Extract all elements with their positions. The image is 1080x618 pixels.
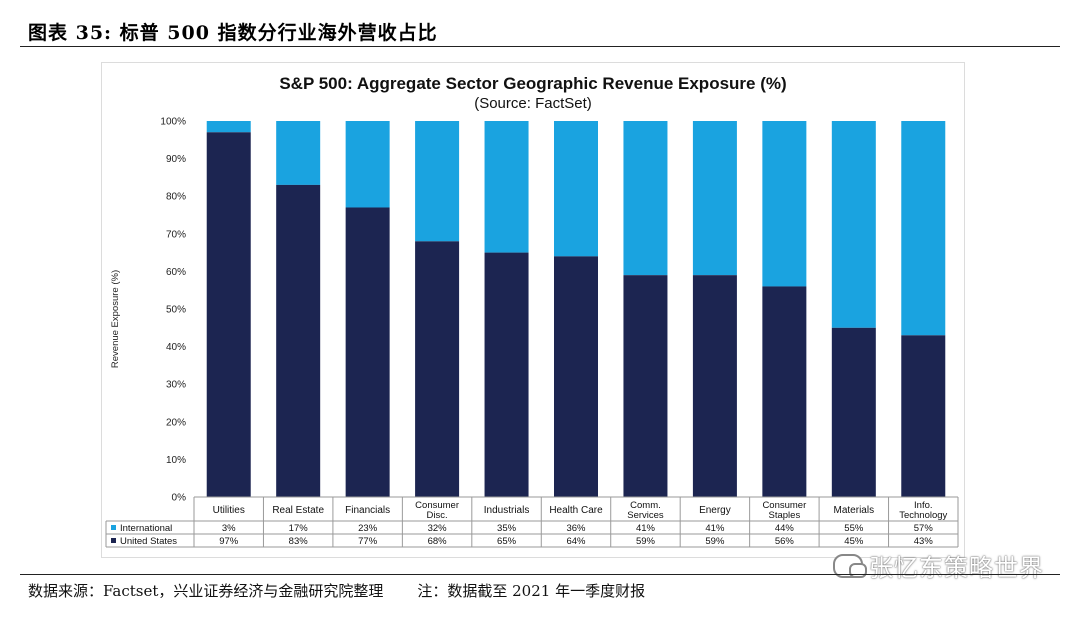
legend-label-international: International — [120, 523, 172, 534]
bar-international — [415, 121, 460, 242]
y-tick-label: 80% — [166, 192, 186, 203]
bar-united-states — [484, 252, 529, 497]
note-text: 注：数据截至 2021 年一季度财报 — [417, 582, 646, 600]
x-tick-label: Staples — [769, 510, 801, 521]
bar-international — [831, 121, 876, 328]
data-label-international: 41% — [705, 523, 725, 534]
data-label-united-states: 77% — [358, 536, 378, 547]
bar-united-states — [623, 275, 668, 497]
watermark-text: 张忆东策略世界 — [869, 554, 1044, 582]
data-label-international: 36% — [566, 523, 586, 534]
y-axis-label: Revenue Exposure (%) — [110, 270, 121, 368]
data-label-international: 41% — [636, 523, 656, 534]
bottom-rule — [20, 574, 1060, 575]
top-rule — [20, 46, 1060, 47]
x-tick-label: Industrials — [484, 505, 530, 516]
bar-international — [623, 121, 668, 276]
data-label-international: 44% — [775, 523, 795, 534]
source-text: 数据来源：Factset，兴业证券经济与金融研究院整理 — [28, 582, 384, 600]
data-label-united-states: 68% — [428, 536, 448, 547]
x-tick-label: Health Care — [549, 505, 603, 516]
bar-international — [692, 121, 737, 276]
legend-label-united-states: United States — [120, 536, 177, 547]
bar-international — [345, 121, 390, 208]
bar-united-states — [692, 275, 737, 497]
data-label-united-states: 83% — [289, 536, 309, 547]
bar-international — [901, 121, 946, 336]
x-tick-label: Energy — [699, 505, 731, 516]
bar-international — [276, 121, 321, 185]
chart-svg: S&P 500: Aggregate Sector Geographic Rev… — [105, 74, 959, 548]
x-tick-label: Financials — [345, 505, 390, 516]
y-tick-label: 40% — [166, 342, 186, 353]
data-label-united-states: 56% — [775, 536, 795, 547]
x-tick-label: Services — [627, 510, 664, 521]
data-label-international: 3% — [222, 523, 236, 534]
y-tick-label: 30% — [166, 380, 186, 391]
x-tick-label: Real Estate — [272, 505, 324, 516]
data-label-united-states: 59% — [705, 536, 725, 547]
y-tick-label: 20% — [166, 417, 186, 428]
y-tick-label: 0% — [172, 493, 187, 504]
data-label-united-states: 65% — [497, 536, 517, 547]
y-tick-label: 10% — [166, 455, 186, 466]
watermark: 张忆东策略世界 — [833, 548, 1044, 583]
y-tick-label: 50% — [166, 305, 186, 316]
data-label-international: 35% — [497, 523, 517, 534]
data-label-united-states: 45% — [844, 536, 864, 547]
bar-international — [554, 121, 598, 257]
y-tick-label: 90% — [166, 154, 186, 165]
data-label-international: 17% — [289, 523, 309, 534]
data-label-united-states: 59% — [636, 536, 656, 547]
x-tick-label: Info. — [914, 500, 933, 511]
bar-united-states — [762, 286, 807, 497]
bar-united-states — [276, 184, 321, 498]
data-label-united-states: 64% — [566, 536, 586, 547]
bar-united-states — [554, 256, 598, 497]
footer: 数据来源：Factset，兴业证券经济与金融研究院整理 注：数据截至 2021 年… — [28, 580, 645, 601]
chart-title: S&P 500: Aggregate Sector Geographic Rev… — [279, 74, 786, 93]
x-tick-label: Consumer — [415, 500, 459, 511]
data-label-international: 32% — [428, 523, 448, 534]
x-tick-label: Disc. — [427, 510, 448, 521]
chart-frame: S&P 500: Aggregate Sector Geographic Rev… — [102, 63, 964, 557]
wechat-icon — [833, 553, 867, 578]
data-label-united-states: 43% — [914, 536, 934, 547]
legend-swatch-international — [111, 525, 116, 530]
x-tick-label: Materials — [834, 505, 875, 516]
bar-united-states — [415, 241, 460, 497]
bar-international — [484, 121, 529, 253]
bar-international — [206, 121, 251, 133]
chart-subtitle: (Source: FactSet) — [474, 95, 592, 112]
x-tick-label: Comm. — [630, 500, 661, 511]
data-label-united-states: 97% — [219, 536, 239, 547]
x-tick-label: Consumer — [762, 500, 806, 511]
data-label-international: 23% — [358, 523, 378, 534]
legend-swatch-united-states — [111, 538, 116, 543]
y-tick-label: 60% — [166, 267, 186, 278]
figure-title: 图表 35: 标普 500 指数分行业海外营收占比 — [28, 22, 438, 44]
y-tick-label: 70% — [166, 229, 186, 240]
bar-united-states — [345, 207, 390, 498]
x-tick-label: Technology — [899, 510, 947, 521]
x-tick-label: Utilities — [213, 505, 245, 516]
data-label-international: 55% — [844, 523, 864, 534]
bar-united-states — [901, 335, 946, 497]
bar-united-states — [206, 132, 251, 497]
y-tick-label: 100% — [160, 117, 186, 128]
bar-united-states — [831, 327, 876, 497]
data-label-international: 57% — [914, 523, 934, 534]
bar-international — [762, 121, 807, 287]
